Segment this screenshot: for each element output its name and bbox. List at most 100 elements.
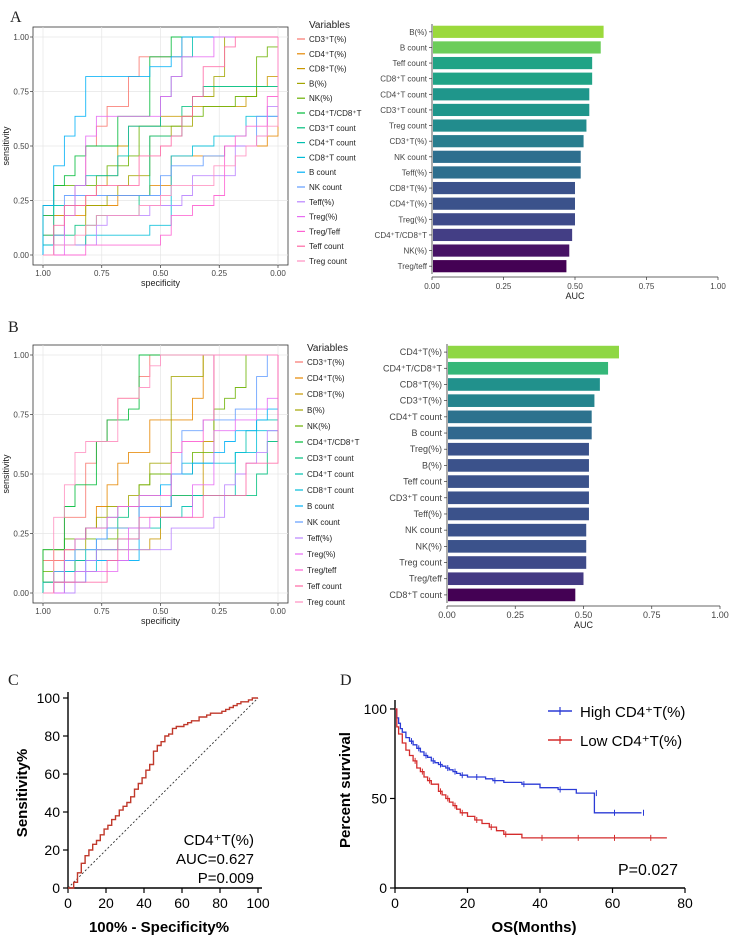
legend-entry: CD4⁺T count: [307, 470, 355, 479]
bar-category-label: CD3⁺T count: [389, 493, 442, 503]
legend-entry: Treg count: [309, 257, 348, 266]
x-tick-label: 1.00: [35, 269, 51, 278]
y-tick-label: 0.25: [13, 530, 29, 539]
roc-series-line: [43, 355, 279, 594]
x-tick-label: 20: [98, 895, 114, 911]
reference-diagonal: [67, 697, 259, 889]
x-tick-label: 0.25: [211, 607, 227, 616]
x-tick-label: 0.75: [643, 610, 661, 620]
x-tick-label: 1.00: [711, 610, 729, 620]
annotation-line: AUC=0.627: [176, 851, 254, 868]
y-axis-label: Percent survival: [337, 732, 354, 848]
auc-bar: [433, 88, 590, 101]
auc-bar: [433, 72, 593, 85]
legend-entry: CD8⁺T(%): [307, 390, 345, 399]
y-tick-label: 1.00: [13, 351, 29, 360]
x-tick-label: 60: [605, 895, 621, 911]
bar-category-label: Treg/teff: [398, 262, 428, 271]
bar-category-label: CD8⁺T(%): [389, 184, 427, 193]
x-axis-label: specificity: [141, 616, 181, 626]
roc-series-line: [43, 36, 278, 256]
bar-category-label: Treg count: [389, 122, 428, 131]
y-tick-label: 0.00: [13, 251, 29, 260]
auc-bar: [448, 556, 587, 569]
x-tick-label: 0: [391, 895, 399, 911]
x-tick-label: 80: [212, 895, 228, 911]
legend-entry: Treg(%): [307, 550, 336, 559]
auc-bar: [448, 442, 589, 456]
auc-bar: [433, 260, 567, 273]
auc-bar: [433, 56, 593, 70]
roc-curve: [68, 697, 258, 889]
roc-series-line: [43, 355, 279, 594]
legend-entry: CD3⁺T(%): [309, 35, 347, 44]
auc-bar: [433, 119, 587, 132]
auc-bar: [448, 459, 589, 472]
roc-series-line: [43, 36, 278, 256]
bar-category-label: CD3⁺T count: [380, 106, 428, 115]
legend-entry: High CD4⁺T(%): [580, 704, 685, 721]
chart-c-roc: 0 20 40 60 80 100 0 20 40 60 80 100 100% - Specifici…: [14, 690, 270, 936]
bar-category-label: B(%): [409, 28, 427, 37]
x-tick-label: 0.00: [270, 269, 286, 278]
y-tick-label: 1.00: [13, 33, 29, 42]
chart-b-auc-bar: 0.00 0.25 0.50 0.75 1.00 AUC CD4⁺T(%) CD4⁺T/CD8…: [383, 344, 729, 630]
auc-bar: [448, 345, 619, 359]
x-tick-label: 0.00: [424, 282, 440, 291]
x-tick-label: 0.50: [153, 269, 169, 278]
legend-entry: CD4⁺T(%): [307, 374, 345, 383]
auc-bar: [433, 135, 584, 148]
roc-series-line: [43, 37, 279, 256]
p-value-annotation: P=0.027: [618, 862, 678, 879]
legend-entry: Treg count: [307, 598, 346, 607]
bar-category-label: CD4⁺T count: [380, 90, 428, 99]
roc-series-line: [43, 37, 279, 256]
auc-bar: [448, 361, 609, 375]
x-tick-label: 0.75: [639, 282, 655, 291]
auc-bar: [433, 25, 604, 38]
y-tick-label: 40: [44, 804, 60, 820]
chart-d-survival: 0 20 40 60 80 0 50 100 OS(Months) Percent surviva…: [337, 700, 693, 936]
bar-category-label: Treg(%): [398, 215, 427, 224]
chart-b-roc: 1.00 0.75 0.50 0.25 0.00 0.00 0.25 0.50 0.75 1.00…: [1, 343, 360, 626]
y-tick-label: 50: [371, 790, 387, 806]
auc-bar: [448, 523, 587, 537]
legend-entry: B count: [309, 168, 337, 177]
legend-entry: Treg/teff: [307, 566, 337, 575]
auc-bar: [448, 475, 589, 488]
x-tick-label: 40: [136, 895, 152, 911]
auc-bar: [448, 491, 589, 505]
x-axis-label: OS(Months): [492, 919, 577, 936]
annotation-line: P=0.009: [198, 870, 254, 887]
bar-category-label: Treg/teff: [409, 574, 443, 584]
auc-bar: [448, 572, 584, 586]
roc-series-line: [42, 354, 278, 593]
y-axis-label: sensitivity: [1, 126, 11, 166]
x-tick-label: 40: [532, 895, 548, 911]
x-tick-label: 100: [246, 895, 270, 911]
bar-category-label: NK count: [405, 525, 443, 535]
bar-category-label: CD3⁺T(%): [389, 137, 427, 146]
auc-bar: [433, 213, 575, 226]
y-tick-label: 0.75: [13, 88, 29, 97]
y-tick-label: 0.25: [13, 197, 29, 206]
panel-label-d: D: [340, 672, 352, 689]
x-tick-label: 20: [460, 895, 476, 911]
auc-bar: [433, 244, 570, 257]
x-tick-label: 1.00: [710, 282, 726, 291]
legend-entry: CD4⁺T count: [309, 139, 357, 148]
bar-category-label: Treg(%): [410, 444, 442, 454]
auc-bar: [433, 103, 590, 117]
bar-category-label: B count: [411, 428, 442, 438]
bar-category-label: CD4⁺T(%): [400, 347, 442, 357]
bar-category-label: Teff(%): [402, 168, 428, 177]
x-tick-label: 60: [174, 895, 190, 911]
auc-bar: [448, 540, 587, 553]
annotation-line: CD4⁺T(%): [184, 832, 254, 849]
legend-entry: NK count: [309, 183, 343, 192]
bar-category-label: CD4⁺T/CD8⁺T: [383, 363, 443, 373]
legend-entry: Teff count: [309, 242, 344, 251]
legend-entry: NK(%): [307, 422, 331, 431]
panel-label-a: A: [10, 9, 22, 26]
